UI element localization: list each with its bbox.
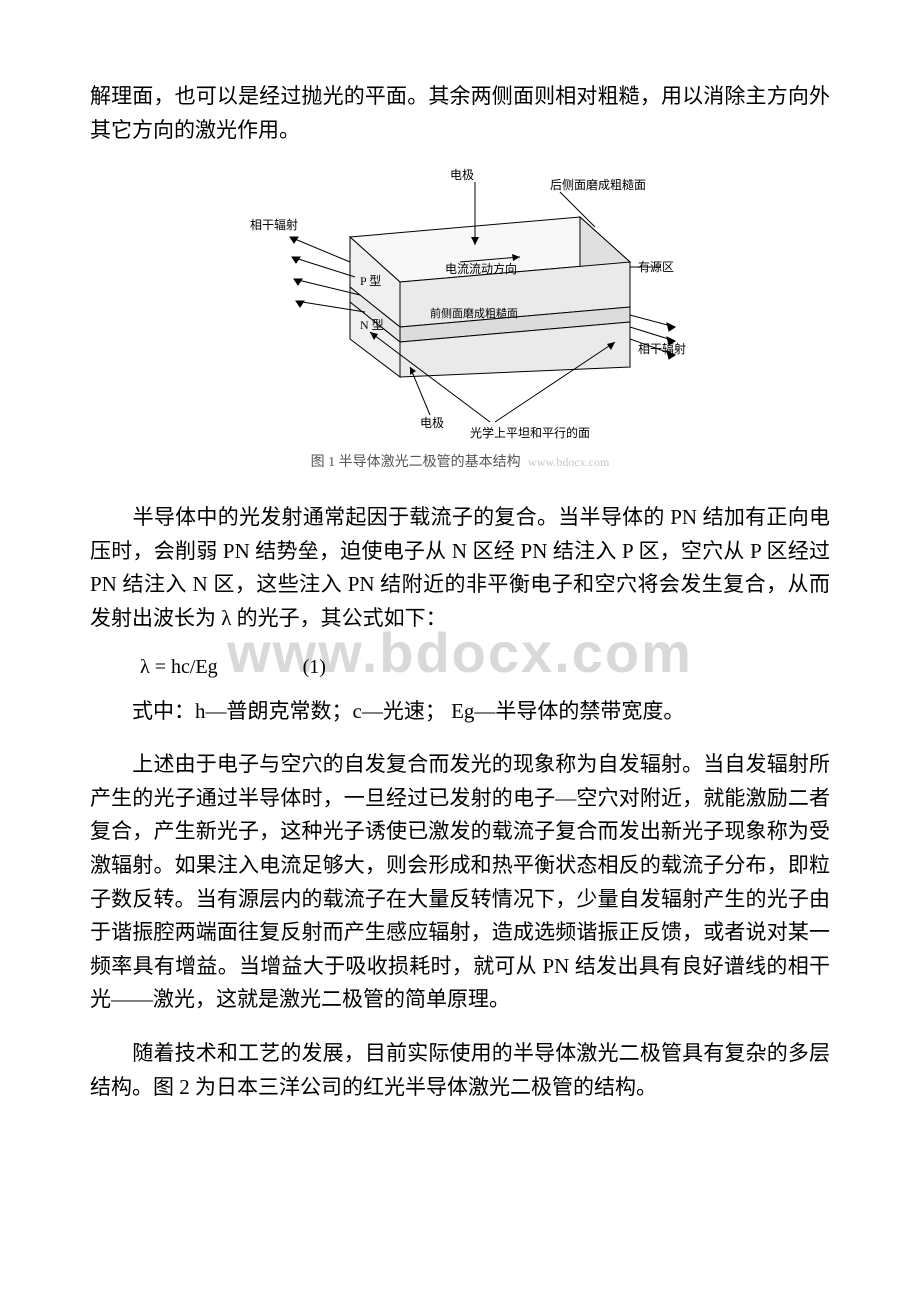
formula-number: (1) [303, 656, 326, 679]
figure-1-container: 电极 后侧面磨成粗糙面 相干辐射 电流流动方向 有源区 P 型 前侧面磨成粗糙面… [220, 167, 700, 471]
paragraph-4: 上述由于电子与空穴的自发复合而发光的现象称为自发辐射。当自发辐射所产生的光子通过… [90, 748, 830, 1017]
formula-text: λ = hc/Eg [140, 656, 218, 678]
caption-text: 图 1 半导体激光二极管的基本结构 [311, 455, 521, 470]
label-electrode-top: 电极 [450, 168, 474, 182]
label-current-direction: 电流流动方向 [445, 261, 517, 276]
label-electrode-bottom: 电极 [420, 416, 444, 430]
paragraph-3: 式中：h—普朗克常数；c—光速； Eg—半导体的禁带宽度。 [90, 695, 830, 729]
caption-watermark: www.bdocx.com [528, 455, 609, 469]
label-back-face: 后侧面磨成粗糙面 [550, 178, 646, 192]
formula-1: λ = hc/Eg (1) [140, 656, 830, 679]
paragraph-5: 随着技术和工艺的发展，目前实际使用的半导体激光二极管具有复杂的多层结构。图 2 … [90, 1037, 830, 1104]
figure-1-caption: 图 1 半导体激光二极管的基本结构 www.bdocx.com [220, 451, 700, 471]
label-optical-face: 光学上平坦和平行的面 [470, 425, 590, 440]
label-coherent-right: 相干辐射 [638, 341, 686, 356]
label-coherent-left: 相干辐射 [250, 217, 298, 232]
paragraph-1: 解理面，也可以是经过抛光的平面。其余两侧面则相对粗糙，用以消除主方向外其它方向的… [90, 80, 830, 147]
label-front-face: 前侧面磨成粗糙面 [430, 306, 518, 320]
paragraph-2: 半导体中的光发射通常起因于载流子的复合。当半导体的 PN 结加有正向电压时，会削… [90, 501, 830, 635]
label-n-region: N 型 [360, 318, 384, 332]
label-p-region: P 型 [360, 274, 381, 288]
label-active-region: 有源区 [638, 260, 674, 274]
content-wrapper: 解理面，也可以是经过抛光的平面。其余两侧面则相对粗糙，用以消除主方向外其它方向的… [90, 80, 830, 1104]
laser-diode-diagram: 电极 后侧面磨成粗糙面 相干辐射 电流流动方向 有源区 P 型 前侧面磨成粗糙面… [220, 167, 700, 447]
